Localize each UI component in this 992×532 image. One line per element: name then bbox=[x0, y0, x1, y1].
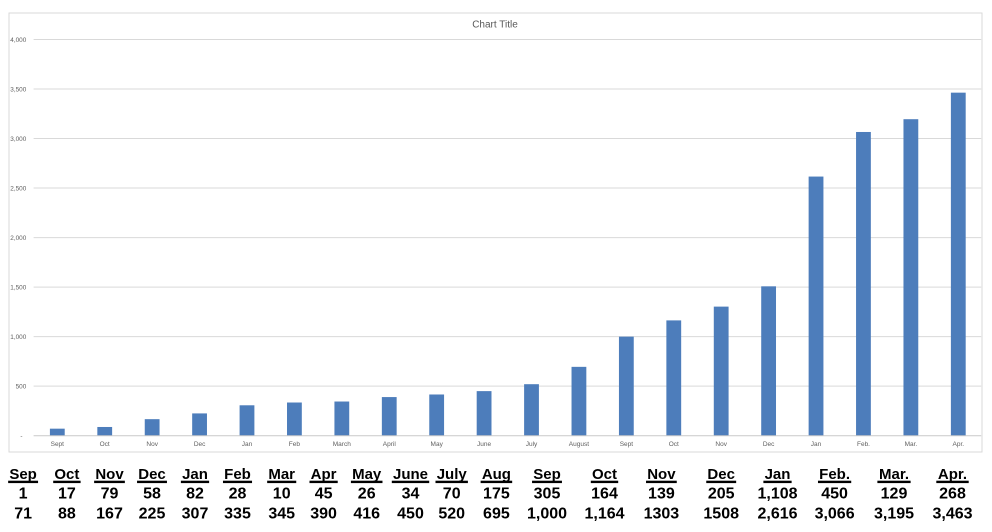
svg-text:268: 268 bbox=[939, 486, 966, 503]
svg-text:Jan: Jan bbox=[811, 441, 822, 448]
svg-text:Mar: Mar bbox=[268, 466, 295, 483]
svg-text:167: 167 bbox=[96, 506, 123, 523]
svg-text:Jan: Jan bbox=[182, 466, 208, 483]
svg-text:79: 79 bbox=[101, 486, 119, 503]
svg-text:305: 305 bbox=[534, 486, 561, 503]
svg-text:July: July bbox=[526, 441, 538, 448]
svg-text:307: 307 bbox=[182, 506, 209, 523]
svg-text:3,066: 3,066 bbox=[815, 506, 855, 523]
svg-text:175: 175 bbox=[483, 486, 510, 503]
svg-text:1,164: 1,164 bbox=[584, 506, 624, 523]
svg-text:Oct: Oct bbox=[669, 441, 679, 448]
svg-text:335: 335 bbox=[224, 506, 251, 523]
svg-text:164: 164 bbox=[591, 486, 618, 503]
svg-text:500: 500 bbox=[16, 384, 27, 391]
svg-text:205: 205 bbox=[708, 486, 735, 503]
svg-text:26: 26 bbox=[358, 486, 376, 503]
svg-text:Nov: Nov bbox=[715, 441, 727, 448]
svg-text:129: 129 bbox=[881, 486, 908, 503]
svg-text:April: April bbox=[383, 441, 397, 448]
svg-text:Apr.: Apr. bbox=[953, 441, 965, 448]
svg-text:Apr.: Apr. bbox=[938, 466, 967, 483]
svg-text:2,500: 2,500 bbox=[10, 185, 26, 192]
svg-text:520: 520 bbox=[438, 506, 465, 523]
svg-text:3,000: 3,000 bbox=[10, 136, 26, 143]
svg-text:July: July bbox=[437, 466, 468, 483]
svg-text:71: 71 bbox=[14, 506, 32, 523]
svg-text:June: June bbox=[477, 441, 491, 448]
svg-text:Jan: Jan bbox=[242, 441, 253, 448]
svg-text:225: 225 bbox=[139, 506, 166, 523]
svg-text:88: 88 bbox=[58, 506, 76, 523]
svg-text:Dec: Dec bbox=[707, 466, 735, 483]
svg-text:Nov: Nov bbox=[95, 466, 124, 483]
svg-text:1303: 1303 bbox=[644, 506, 680, 523]
svg-text:Dec: Dec bbox=[763, 441, 775, 448]
svg-text:2,616: 2,616 bbox=[757, 506, 797, 523]
svg-text:Sep: Sep bbox=[9, 466, 37, 483]
svg-text:17: 17 bbox=[58, 486, 76, 503]
svg-text:Mar.: Mar. bbox=[905, 441, 918, 448]
svg-text:4,000: 4,000 bbox=[10, 37, 26, 44]
svg-text:1: 1 bbox=[19, 486, 28, 503]
svg-text:34: 34 bbox=[402, 486, 420, 503]
svg-text:Nov: Nov bbox=[647, 466, 676, 483]
svg-text:-: - bbox=[20, 433, 22, 440]
svg-text:Oct: Oct bbox=[100, 441, 110, 448]
svg-text:Oct: Oct bbox=[592, 466, 617, 483]
svg-text:1,000: 1,000 bbox=[527, 506, 567, 523]
svg-text:1,500: 1,500 bbox=[10, 284, 26, 291]
svg-text:May: May bbox=[431, 441, 444, 448]
svg-text:450: 450 bbox=[397, 506, 424, 523]
svg-text:3,463: 3,463 bbox=[932, 506, 972, 523]
svg-text:Feb: Feb bbox=[289, 441, 301, 448]
svg-text:1,000: 1,000 bbox=[10, 334, 26, 341]
svg-text:416: 416 bbox=[353, 506, 380, 523]
svg-text:Apr: Apr bbox=[311, 466, 337, 483]
svg-text:45: 45 bbox=[315, 486, 333, 503]
svg-text:82: 82 bbox=[186, 486, 204, 503]
svg-text:Feb: Feb bbox=[224, 466, 251, 483]
svg-text:Feb.: Feb. bbox=[857, 441, 870, 448]
svg-text:June: June bbox=[393, 466, 428, 483]
svg-text:695: 695 bbox=[483, 506, 510, 523]
svg-text:2,000: 2,000 bbox=[10, 235, 26, 242]
svg-text:10: 10 bbox=[273, 486, 291, 503]
svg-text:Jan: Jan bbox=[765, 466, 791, 483]
svg-text:Sept: Sept bbox=[51, 441, 65, 448]
svg-text:139: 139 bbox=[648, 486, 675, 503]
svg-text:450: 450 bbox=[821, 486, 848, 503]
svg-text:Dec: Dec bbox=[194, 441, 206, 448]
svg-text:1,108: 1,108 bbox=[757, 486, 797, 503]
svg-text:Feb.: Feb. bbox=[819, 466, 850, 483]
svg-text:58: 58 bbox=[143, 486, 161, 503]
svg-text:Sep: Sep bbox=[533, 466, 561, 483]
svg-text:May: May bbox=[352, 466, 382, 483]
svg-text:Oct: Oct bbox=[54, 466, 79, 483]
svg-text:Nov: Nov bbox=[146, 441, 158, 448]
svg-text:March: March bbox=[333, 441, 351, 448]
svg-text:390: 390 bbox=[310, 506, 337, 523]
svg-text:Sept: Sept bbox=[620, 441, 634, 448]
svg-text:Aug: Aug bbox=[482, 466, 511, 483]
svg-text:Mar.: Mar. bbox=[879, 466, 909, 483]
svg-text:3,500: 3,500 bbox=[10, 86, 26, 93]
svg-text:345: 345 bbox=[268, 506, 295, 523]
svg-text:Chart Title: Chart Title bbox=[472, 20, 518, 31]
svg-text:August: August bbox=[569, 441, 589, 448]
svg-text:28: 28 bbox=[229, 486, 247, 503]
svg-text:70: 70 bbox=[443, 486, 461, 503]
svg-text:Dec: Dec bbox=[138, 466, 166, 483]
svg-text:3,195: 3,195 bbox=[874, 506, 914, 523]
svg-text:1508: 1508 bbox=[703, 506, 739, 523]
